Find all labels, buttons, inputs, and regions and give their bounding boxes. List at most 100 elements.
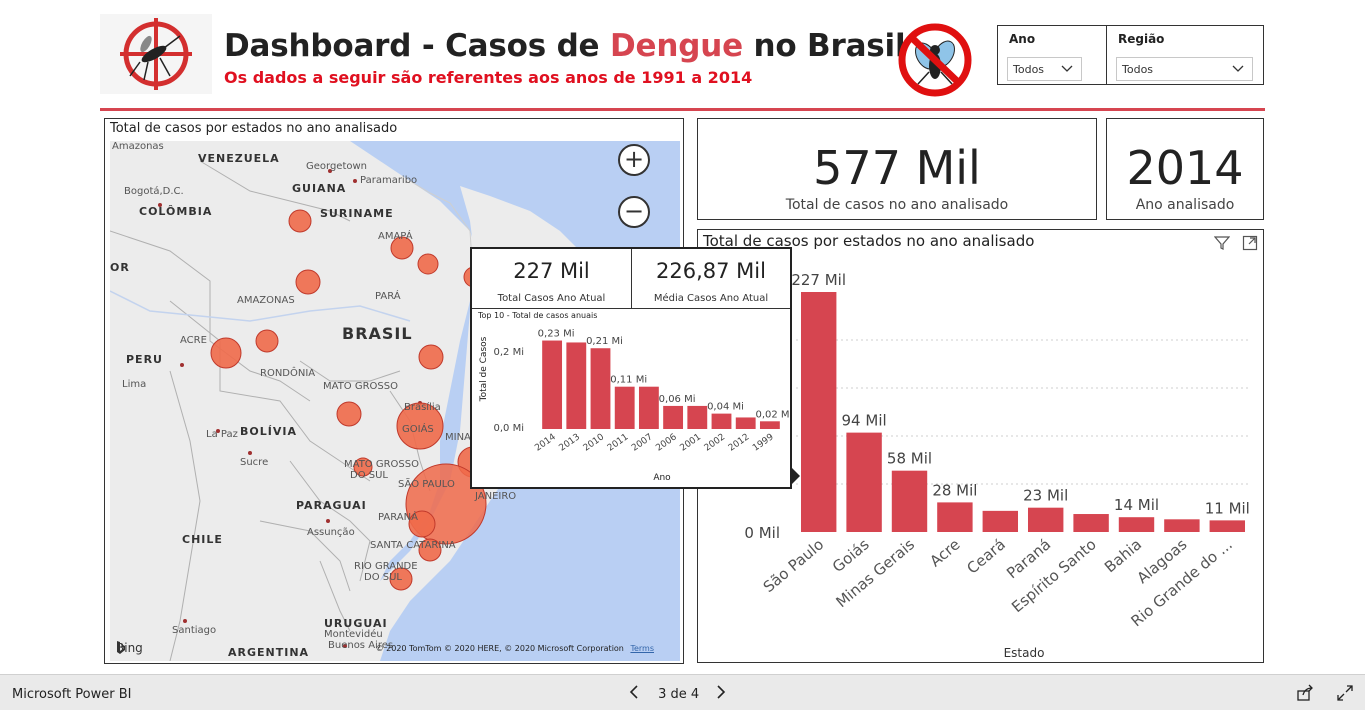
bar bbox=[735, 417, 756, 429]
x-tick-label: 1999 bbox=[751, 432, 776, 453]
tooltip-chart-title: Top 10 - Total de casos anuais bbox=[478, 311, 598, 320]
map-label-peru: PERU bbox=[126, 353, 163, 366]
map-label-uruguai: URUGUAI bbox=[324, 617, 388, 630]
bar bbox=[542, 340, 563, 429]
map-label-rondonia: RONDÔNIA bbox=[260, 368, 316, 379]
map-label-guiana: GUIANA bbox=[292, 182, 347, 195]
map-label-sucre: Sucre bbox=[240, 457, 269, 468]
bar bbox=[590, 348, 611, 429]
bar[interactable] bbox=[937, 502, 973, 532]
bar-chart-title: Total de casos por estados no ano analis… bbox=[703, 232, 1035, 250]
next-page-button[interactable] bbox=[715, 684, 727, 704]
prev-page-button[interactable] bbox=[628, 684, 640, 704]
kpi-total-casos: 577 Mil Total de casos no ano analisado bbox=[697, 118, 1097, 220]
page-title: Dashboard - Casos de Dengue no Brasil bbox=[224, 28, 906, 64]
tooltip-total-value: 227 Mil bbox=[513, 259, 590, 283]
map-label-santiago: Santiago bbox=[172, 625, 217, 636]
bar bbox=[711, 413, 732, 429]
map-label-colombia: COLÔMBIA bbox=[139, 205, 213, 218]
map-label-amazonas-top: Amazonas bbox=[112, 141, 164, 152]
slicer-regiao-dropdown[interactable]: Todos bbox=[1116, 57, 1253, 81]
bar[interactable] bbox=[846, 432, 882, 532]
map-label-acre: ACRE bbox=[180, 335, 207, 346]
bar bbox=[687, 405, 708, 429]
y-axis-title: Total de Casos bbox=[479, 336, 489, 402]
kpi-total-casos-value: 577 Mil bbox=[813, 141, 981, 195]
filter-icon[interactable] bbox=[1213, 235, 1231, 255]
map-label-sao-paulo: SÃO PAULO bbox=[398, 479, 455, 490]
slicer-ano-dropdown[interactable]: Todos bbox=[1007, 57, 1082, 81]
data-label: 0,21 Mi bbox=[586, 336, 623, 347]
zoom-out-button[interactable]: − bbox=[618, 196, 650, 228]
map-title: Total de casos por estados no ano analis… bbox=[110, 121, 398, 136]
map-label-or: OR bbox=[110, 261, 130, 274]
data-label: 14 Mil bbox=[1114, 496, 1159, 514]
data-label: 94 Mil bbox=[842, 412, 887, 430]
map-label-chile: CHILE bbox=[182, 533, 223, 546]
chevron-down-icon bbox=[1232, 63, 1244, 76]
map-label-argentina: ARGENTINA bbox=[228, 646, 310, 659]
bar[interactable] bbox=[1209, 520, 1246, 532]
map-label-montevideu: Montevidéu bbox=[324, 629, 383, 640]
bar[interactable] bbox=[1164, 519, 1200, 532]
data-label: 0,23 Mi bbox=[538, 329, 575, 340]
map-label-mato-grosso-sul: MATO GROSSO bbox=[344, 459, 419, 470]
tooltip-card-media: 226,87 Mil Média Casos Ano Atual bbox=[632, 249, 790, 309]
tooltip-card-total: 227 Mil Total Casos Ano Atual bbox=[472, 249, 632, 309]
kpi-ano: 2014 Ano analisado bbox=[1106, 118, 1264, 220]
zoom-in-button[interactable]: + bbox=[618, 144, 650, 176]
mosquito-target-logo bbox=[100, 14, 212, 94]
x-tick-label: 2001 bbox=[679, 432, 703, 453]
map-label-rio-grande: RIO GRANDE bbox=[354, 561, 418, 572]
map-label-buenos-aires: Buenos Aires bbox=[328, 640, 394, 651]
x-tick-label: 2013 bbox=[558, 432, 582, 453]
slicer-ano-label: Ano bbox=[1009, 32, 1036, 46]
map-label-para: PARÁ bbox=[375, 291, 401, 302]
page-indicator: 3 de 4 bbox=[658, 686, 700, 702]
map-label-paramaribo: Paramaribo bbox=[360, 175, 418, 186]
chevron-down-icon bbox=[1061, 63, 1073, 76]
map-attribution: © 2020 TomTom © 2020 HERE, © 2020 Micros… bbox=[376, 644, 654, 653]
map-label-rio-grande-do-sul: DO SUL bbox=[364, 572, 402, 583]
y-tick-label: 0,0 Mi bbox=[494, 423, 525, 434]
x-tick-label: 2006 bbox=[654, 432, 679, 453]
x-tick-label: 2014 bbox=[533, 432, 558, 453]
share-icon[interactable] bbox=[1296, 684, 1314, 702]
attribution-text: © 2020 TomTom © 2020 HERE, © 2020 Micros… bbox=[375, 644, 624, 653]
map-label-santa-catarina: SANTA CATARINA bbox=[370, 540, 456, 551]
bar[interactable] bbox=[1027, 507, 1064, 532]
data-label: 0,02 Mi bbox=[755, 409, 790, 420]
data-label: 0,06 Mi bbox=[659, 394, 696, 405]
bar bbox=[638, 386, 659, 429]
bar[interactable] bbox=[982, 510, 1019, 532]
map-label-parana: PARANÁ bbox=[378, 512, 418, 523]
data-label: 0,11 Mi bbox=[610, 375, 647, 386]
slicer-regiao-value: Todos bbox=[1122, 63, 1154, 76]
map-label-goias: GOIÁS bbox=[402, 424, 434, 435]
x-tick-label: 2012 bbox=[727, 432, 751, 453]
x-tick-label: 2002 bbox=[703, 432, 727, 453]
no-mosquito-icon bbox=[894, 20, 976, 100]
bar[interactable] bbox=[1118, 517, 1155, 532]
y-tick-label: 0 Mil bbox=[744, 524, 780, 542]
map-label-amazonas: AMAZONAS bbox=[237, 295, 295, 306]
fullscreen-icon[interactable] bbox=[1336, 684, 1354, 702]
x-tick-label: São Paulo bbox=[760, 535, 828, 596]
map-label-minas: MINAS bbox=[445, 432, 478, 443]
map-label-paraguai: PARAGUAI bbox=[296, 499, 367, 512]
bar[interactable] bbox=[891, 470, 928, 532]
data-label: 11 Mil bbox=[1205, 499, 1250, 517]
bar[interactable] bbox=[1073, 514, 1109, 532]
x-tick-label: 2010 bbox=[582, 432, 607, 453]
bar bbox=[759, 421, 780, 429]
focus-mode-icon[interactable] bbox=[1242, 235, 1258, 255]
kpi-total-casos-label: Total de casos no ano analisado bbox=[785, 197, 1009, 213]
map-label-suriname: SURINAME bbox=[320, 207, 394, 220]
terms-link[interactable]: Terms bbox=[630, 644, 654, 653]
title-highlight: Dengue bbox=[609, 28, 743, 64]
map-label-georgetown: Georgetown bbox=[306, 161, 368, 172]
bar[interactable] bbox=[800, 292, 837, 532]
power-bi-brand: Microsoft Power BI bbox=[12, 687, 132, 702]
header-divider bbox=[100, 108, 1265, 111]
